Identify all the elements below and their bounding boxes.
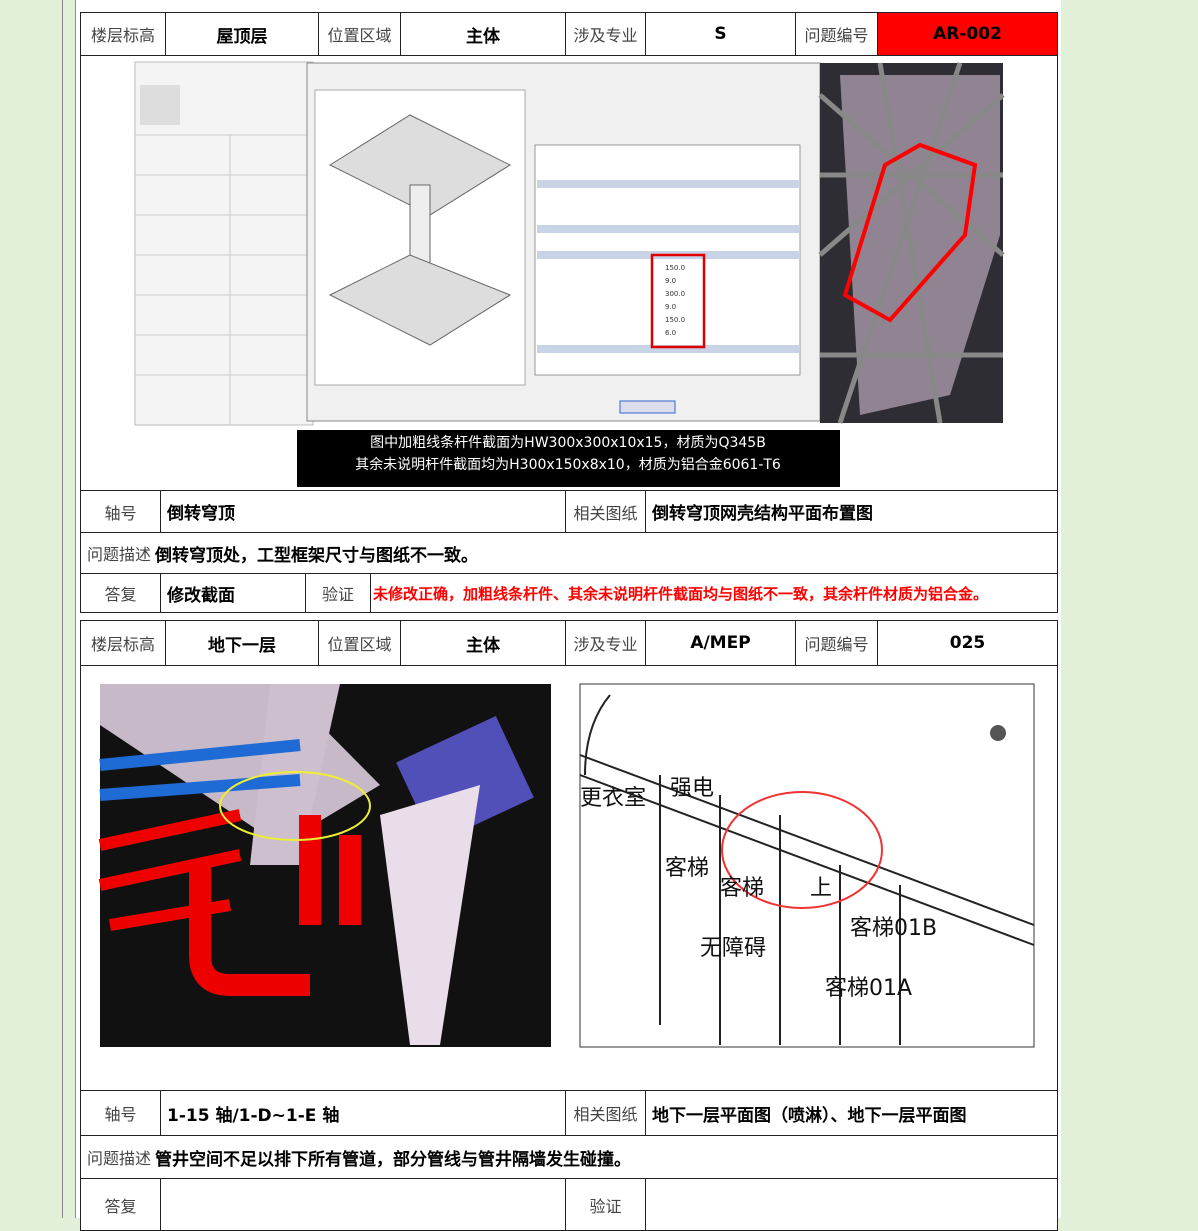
drawing: 倒转穹顶网壳结构平面布置图 [652, 504, 873, 524]
zone-label: 位置区域 [327, 635, 392, 654]
verify: 未修改正确，加粗线条杆件、其余未说明杆件截面均与图纸不一致，其余杆件材质为铝合金… [373, 584, 989, 603]
axis-label: 轴号 [104, 1105, 137, 1124]
issue-no: 025 [877, 620, 1058, 666]
issue-no-label: 问题编号 [804, 26, 869, 45]
floor-label: 楼层标高 [90, 635, 155, 654]
issue-no: AR-002 [877, 12, 1058, 56]
dialog-value: 6.0 [665, 329, 676, 337]
zone: 主体 [400, 12, 566, 56]
verify-label: 验证 [321, 585, 354, 604]
floor: 屋顶层 [216, 26, 268, 47]
floor-label: 楼层标高 [80, 620, 166, 666]
verify [645, 1178, 1058, 1231]
issue-no-label: 问题编号 [795, 620, 878, 666]
zone: 主体 [400, 620, 566, 666]
floor-label: 楼层标高 [80, 12, 166, 56]
reply-label: 答复 [104, 585, 137, 604]
reply [160, 1178, 566, 1231]
discipline-label: 涉及专业 [565, 620, 646, 666]
description-label: 问题描述 [87, 545, 152, 564]
plan-label: 客梯 [720, 876, 764, 901]
discipline: A/MEP [690, 633, 751, 653]
floor-label: 楼层标高 [90, 26, 155, 45]
reply: 修改截面 [160, 573, 306, 613]
axis: 倒转穹顶 [167, 504, 235, 524]
discipline: S [645, 12, 796, 56]
axis-label: 轴号 [104, 503, 137, 523]
caption-line: 其余未说明杆件截面均为H300x150x8x10，材质为铝合金6061-T6 [355, 456, 781, 473]
plan-label: 强电 [670, 776, 714, 801]
discipline-label: 涉及专业 [573, 635, 638, 654]
description: 倒转穹顶处，工型框架尺寸与图纸不一致。 [155, 545, 479, 566]
dialog-value: 9.0 [665, 303, 676, 311]
zone-label: 位置区域 [327, 26, 392, 45]
verify-label: 验证 [565, 1178, 646, 1231]
drawing-label: 相关图纸 [565, 1090, 646, 1136]
verify: 未修改正确，加粗线条杆件、其余未说明杆件截面均与图纸不一致，其余杆件材质为铝合金… [370, 573, 1058, 613]
plan-label: 客梯 [665, 856, 709, 881]
drawing-label: 相关图纸 [573, 503, 638, 523]
floor: 屋顶层 [165, 12, 319, 56]
zone-label: 位置区域 [318, 620, 401, 666]
issue-no-label: 问题编号 [804, 635, 869, 654]
margin-line [62, 0, 63, 1218]
plan-label: 更衣室 [580, 786, 646, 811]
dialog-value: 150.0 [665, 264, 685, 272]
drawing-label: 相关图纸 [565, 490, 646, 533]
reply-label: 答复 [80, 573, 161, 613]
zone: 主体 [466, 26, 500, 47]
plan-label: 客梯01A [825, 976, 912, 1001]
reply: 修改截面 [167, 585, 235, 606]
issue-no: AR-002 [933, 24, 1002, 44]
dialog-value: 9.0 [665, 277, 676, 285]
description-label: 问题描述 [87, 1149, 152, 1168]
floor: 地下一层 [165, 620, 319, 666]
discipline: A/MEP [645, 620, 796, 666]
axis: 1-15 轴/1-D~1-E 轴 [167, 1105, 340, 1126]
margin-line [75, 0, 76, 1218]
plan-label: 无障碍 [700, 936, 766, 961]
drawing: 地下一层平面图（喷淋）、地下一层平面图 [645, 1090, 1058, 1136]
dialog-value: 300.0 [665, 290, 685, 298]
description: 管井空间不足以排下所有管道，部分管线与管井隔墙发生碰撞。 [155, 1149, 632, 1170]
axis-label: 轴号 [80, 1090, 161, 1136]
axis: 倒转穹顶 [160, 490, 566, 533]
discipline-label: 涉及专业 [573, 26, 638, 45]
floor: 地下一层 [208, 635, 276, 656]
verify-label: 验证 [589, 1196, 622, 1216]
zone-label: 位置区域 [318, 12, 401, 56]
plan-label: 客梯01B [850, 916, 937, 941]
issue-no-label: 问题编号 [795, 12, 878, 56]
discipline: S [714, 24, 727, 44]
plan-label: 上 [810, 876, 832, 901]
caption-line: 图中加粗线条杆件截面为HW300x300x10x15，材质为Q345B [370, 434, 766, 451]
drawing: 倒转穹顶网壳结构平面布置图 [645, 490, 1058, 533]
axis: 1-15 轴/1-D~1-E 轴 [160, 1090, 566, 1136]
description-row: 问题描述 管井空间不足以排下所有管道，部分管线与管井隔墙发生碰撞。 [80, 1135, 1058, 1179]
drawing-label: 相关图纸 [573, 1105, 638, 1124]
image-area: 150.0 9.0 300.0 9.0 150.0 6.0 图中加粗线条杆件截面为HW30… [134, 61, 1005, 487]
zone: 主体 [466, 635, 500, 656]
drawing: 地下一层平面图（喷淋）、地下一层平面图 [652, 1105, 967, 1126]
issue-no: 025 [949, 633, 986, 653]
discipline-label: 涉及专业 [565, 12, 646, 56]
description-row: 问题描述 倒转穹顶处，工型框架尺寸与图纸不一致。 [80, 532, 1058, 574]
reply-label: 答复 [104, 1196, 137, 1216]
verify-label: 验证 [305, 573, 371, 613]
dialog-value: 150.0 [665, 316, 685, 324]
axis-label: 轴号 [80, 490, 161, 533]
reply-label: 答复 [80, 1178, 161, 1231]
